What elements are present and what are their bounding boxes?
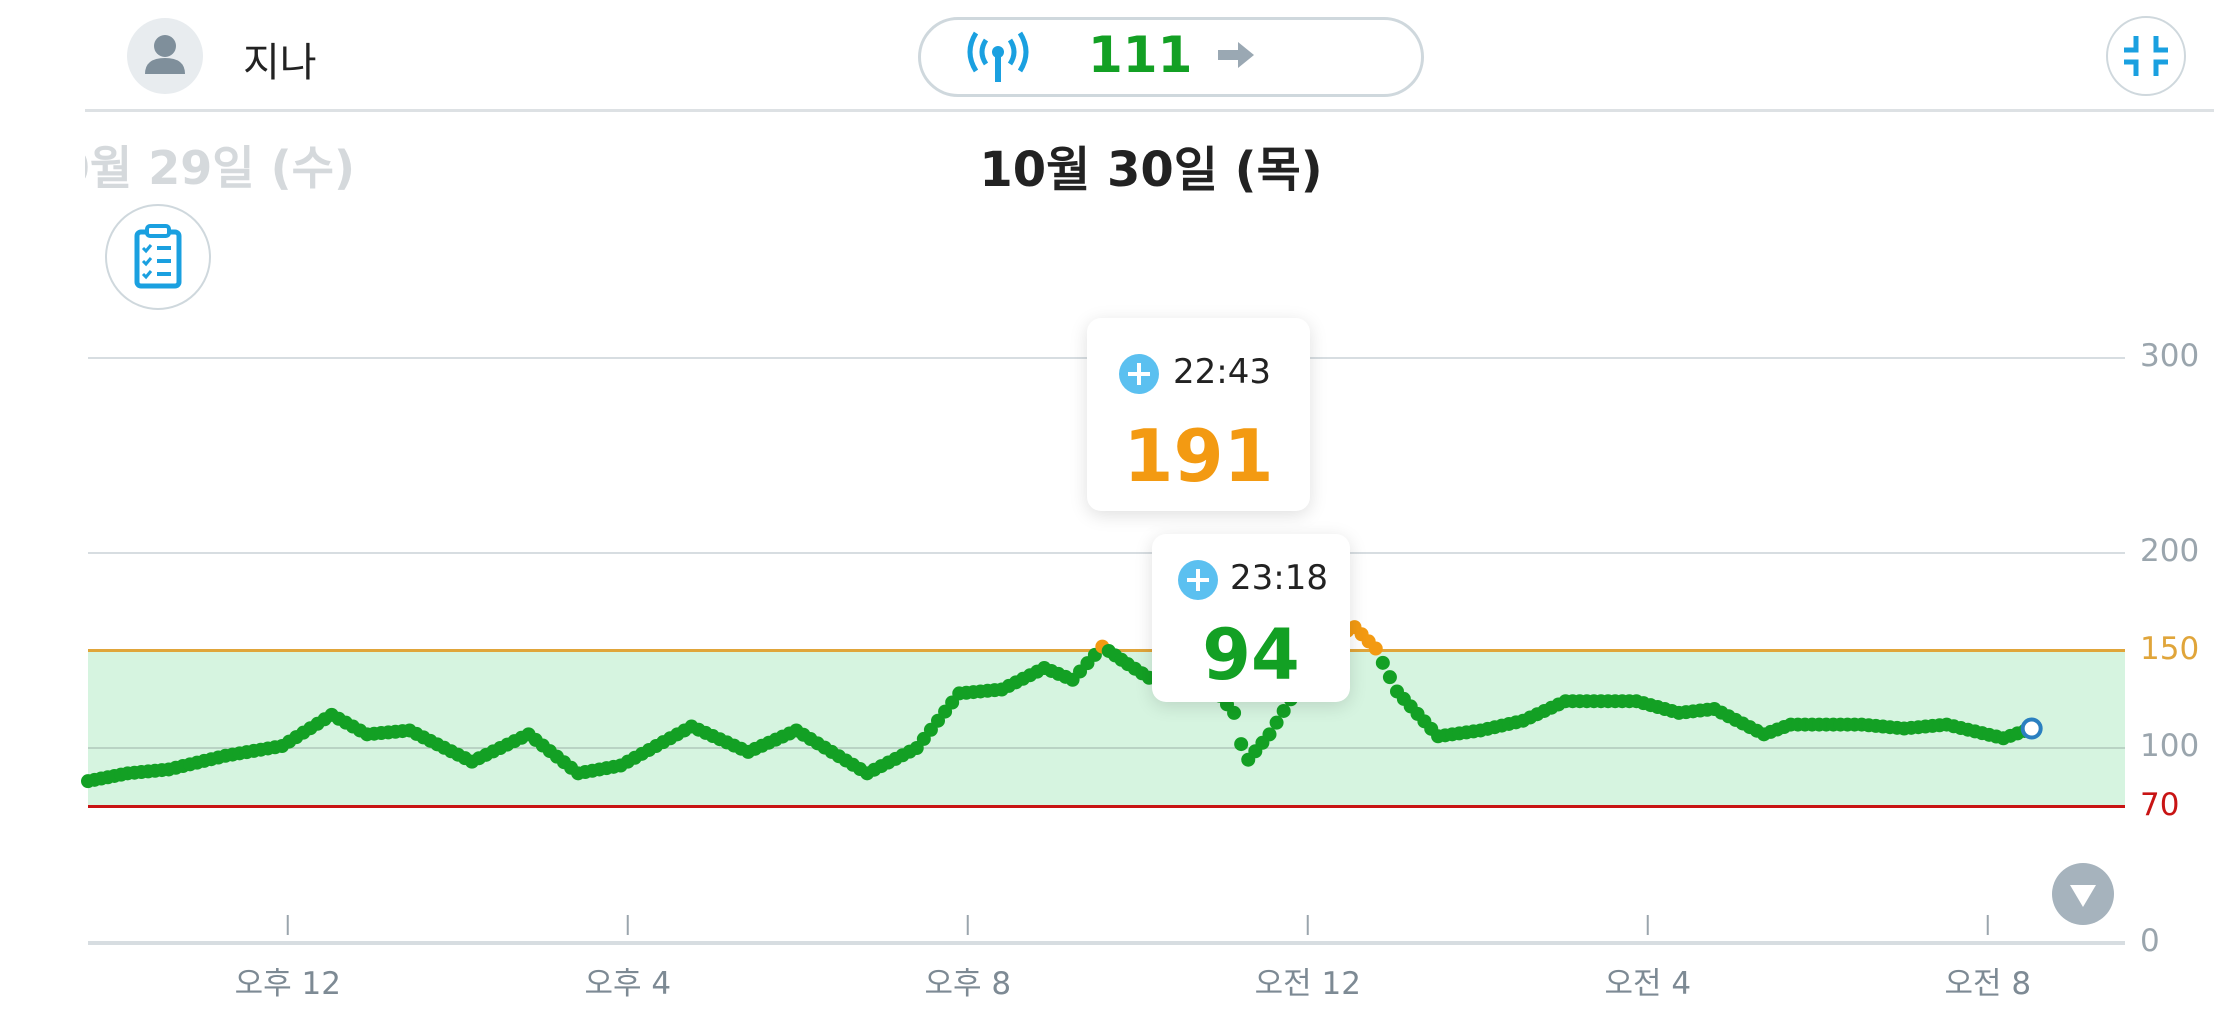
- user-name[interactable]: 지나: [243, 40, 317, 86]
- glucose-point: [1269, 715, 1284, 730]
- glucose-point: [1227, 705, 1242, 720]
- scroll-down-button[interactable]: [2052, 863, 2114, 925]
- x-tick-label: 오전 12: [1254, 966, 1361, 1002]
- logbook-button[interactable]: [105, 204, 211, 310]
- tooltip-meal-event[interactable]: 22:43 191: [1087, 318, 1310, 511]
- plus-icon: [1119, 354, 1159, 394]
- y-tick-label: 150: [2140, 630, 2200, 667]
- x-tick-label: 오후 4: [584, 966, 672, 1002]
- tooltip-value: 94: [1202, 614, 1300, 696]
- tooltip-value: 191: [1123, 414, 1274, 498]
- chevron-down-icon: [2070, 885, 2096, 907]
- compress-button[interactable]: [2106, 16, 2186, 96]
- user-icon: [145, 35, 185, 74]
- current-glucose-value: 111: [1088, 26, 1193, 84]
- tooltip-glucose-reading[interactable]: 23:18 94: [1152, 534, 1350, 702]
- previous-date[interactable]: 10월 29일 (수): [85, 132, 355, 198]
- y-tick-label: 0: [2140, 923, 2160, 959]
- header-divider: [85, 109, 2214, 112]
- plus-icon: [1178, 560, 1218, 600]
- glucose-point: [1276, 703, 1291, 718]
- glucose-point: [1262, 727, 1277, 742]
- x-tick-label: 오전 4: [1604, 966, 1692, 1002]
- current-reading-point: [2020, 717, 2043, 740]
- y-tick-label: 100: [2140, 728, 2200, 764]
- glucose-point: [1382, 670, 1397, 685]
- glucose-point: [1234, 737, 1249, 752]
- y-tick-label: 300: [2140, 338, 2200, 374]
- compress-icon: [2124, 36, 2168, 76]
- current-date: 10월 30일 (목): [979, 142, 1323, 198]
- y-tick-label: 70: [2140, 786, 2180, 823]
- glucose-point: [1368, 641, 1383, 656]
- tooltip-time: 22:43: [1173, 352, 1271, 392]
- previous-date-label: 10월 29일 (수): [85, 141, 355, 195]
- clipboard-checklist-icon: [134, 224, 182, 289]
- glucose-point: [1375, 655, 1390, 670]
- avatar[interactable]: [127, 18, 203, 94]
- broadcast-signal-icon: [967, 31, 1029, 82]
- tooltip-time: 23:18: [1230, 558, 1328, 598]
- arrow-right-icon: [1218, 42, 1254, 68]
- x-tick-label: 오후 12: [234, 966, 341, 1002]
- current-glucose-pill[interactable]: [918, 17, 1424, 97]
- y-tick-label: 200: [2140, 533, 2200, 569]
- x-tick-label: 오전 8: [1944, 966, 2032, 1002]
- x-tick-label: 오후 8: [924, 966, 1012, 1002]
